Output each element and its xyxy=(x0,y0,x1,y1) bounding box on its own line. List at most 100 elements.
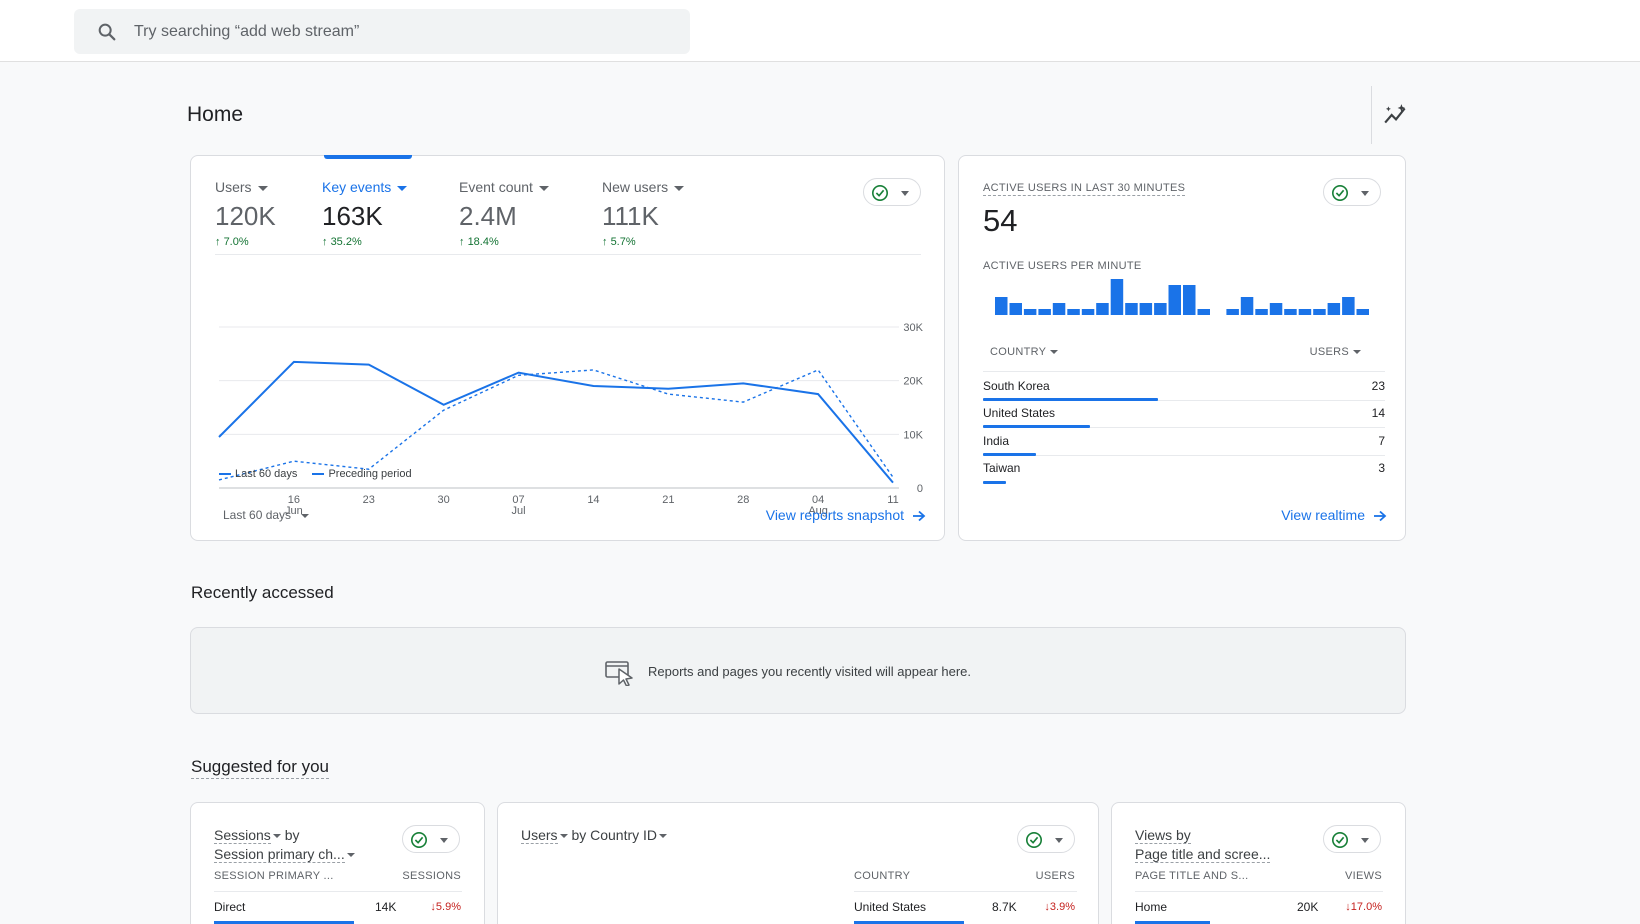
x-tick-label: 16 xyxy=(288,494,300,506)
page-title: Home xyxy=(187,103,244,126)
row-bar xyxy=(214,921,354,924)
date-range-select[interactable]: Last 60 days xyxy=(223,508,310,522)
arrow-up-icon: ↑ xyxy=(215,236,224,248)
legend-swatch-solid xyxy=(219,473,231,476)
minute-bar xyxy=(1342,297,1355,315)
series-line-current xyxy=(218,360,894,484)
minute-bar xyxy=(1139,303,1153,315)
minute-bar xyxy=(1154,303,1167,315)
x-tick-label: 21 xyxy=(662,494,674,506)
row-value: 14K xyxy=(375,900,397,914)
minute-bar xyxy=(1052,303,1066,315)
country-row[interactable]: South Korea 23 xyxy=(983,374,1385,401)
minute-bar xyxy=(1023,309,1037,315)
data-quality-button[interactable] xyxy=(863,178,921,206)
country-users: 7 xyxy=(1378,434,1385,448)
realtime-card: ACTIVE USERS IN LAST 30 MINUTES 54 ACTIV… xyxy=(958,155,1406,541)
chevron-down-icon xyxy=(1050,350,1059,355)
country-row[interactable]: India 7 xyxy=(983,429,1385,456)
arrow-down-icon: ↓ xyxy=(430,901,436,913)
search-bar[interactable] xyxy=(74,9,690,54)
country-users: 3 xyxy=(1378,461,1385,475)
minute-bar xyxy=(1269,303,1283,315)
insights-icon[interactable] xyxy=(1383,102,1409,128)
chevron-down-icon xyxy=(674,185,685,191)
chart-legend: Last 60 days Preceding period xyxy=(219,468,424,480)
chevron-down-icon xyxy=(901,191,909,196)
legend-current: Last 60 days xyxy=(235,468,298,480)
realtime-title[interactable]: ACTIVE USERS IN LAST 30 MINUTES xyxy=(983,182,1186,196)
row-bar xyxy=(854,921,964,924)
column-header: PAGE TITLE AND S... xyxy=(1135,870,1249,882)
country-column-header[interactable]: COUNTRY xyxy=(990,346,1059,358)
country-name: South Korea xyxy=(983,379,1050,393)
tab-change: 35.2% xyxy=(330,236,362,248)
empty-message: Reports and pages you recently visited w… xyxy=(648,664,972,679)
country-bar xyxy=(983,481,1006,484)
x-tick-label: 30 xyxy=(438,494,450,506)
tab-label: Event count xyxy=(459,179,533,195)
metric-selector[interactable]: Users xyxy=(521,827,558,844)
country-row[interactable]: Taiwan 3 xyxy=(983,456,1385,484)
tab-label: Key events xyxy=(322,179,392,195)
row-value: 8.7K xyxy=(992,900,1017,914)
per-minute-label: ACTIVE USERS PER MINUTE xyxy=(983,260,1142,272)
date-range-label: Last 60 days xyxy=(223,508,292,522)
metric-selector[interactable]: Sessions xyxy=(214,827,271,844)
dimension-selector[interactable]: Session primary ch... xyxy=(214,846,345,863)
row-name: Home xyxy=(1135,900,1168,914)
arrow-right-icon xyxy=(913,511,926,522)
divider xyxy=(214,891,462,892)
y-tick-label: 20K xyxy=(903,376,923,388)
row-change: 3.9% xyxy=(1049,901,1075,913)
tab-value: 120K xyxy=(215,201,276,231)
search-input[interactable] xyxy=(134,9,674,54)
minute-bar xyxy=(1067,309,1080,315)
row-name: United States xyxy=(854,900,927,914)
card-title-line1[interactable]: Views by xyxy=(1135,827,1191,844)
row-change: 5.9% xyxy=(435,901,461,913)
tab-label: Users xyxy=(215,179,252,195)
data-quality-button[interactable] xyxy=(1017,825,1075,853)
card-title-joiner: by xyxy=(280,827,300,843)
divider xyxy=(854,891,1077,892)
minute-bar xyxy=(1284,309,1297,315)
minute-bar xyxy=(1255,309,1268,315)
chevron-down-icon xyxy=(1361,191,1369,196)
country-bar xyxy=(983,398,1158,401)
view-reports-snapshot-link[interactable]: View reports snapshot xyxy=(766,507,926,523)
country-row[interactable]: United States 14 xyxy=(983,401,1385,428)
divider xyxy=(983,371,1385,372)
chevron-down-icon xyxy=(1361,838,1369,843)
country-users: 14 xyxy=(1371,406,1385,420)
divider xyxy=(1371,86,1372,144)
data-quality-button[interactable] xyxy=(1323,178,1381,206)
data-quality-button[interactable] xyxy=(1323,825,1381,853)
recently-accessed-empty: Reports and pages you recently visited w… xyxy=(190,627,1406,714)
row-change: 17.0% xyxy=(1350,901,1382,913)
dimension-selector[interactable]: Page title and scree... xyxy=(1135,846,1271,863)
view-realtime-link[interactable]: View realtime xyxy=(1281,507,1387,523)
arrow-down-icon: ↓ xyxy=(1044,901,1050,913)
suggested-card[interactable]: Views by Page title and scree... PAGE TI… xyxy=(1111,802,1406,924)
column-header: COUNTRY xyxy=(854,870,911,882)
minute-bar xyxy=(1356,309,1369,315)
suggested-card[interactable]: Users by Country ID COUNTRY USERS United… xyxy=(497,802,1099,924)
check-circle-icon xyxy=(410,831,428,849)
search-icon xyxy=(98,23,116,41)
row-name: Direct xyxy=(214,900,246,914)
suggested-card[interactable]: Sessions by Session primary ch... SESSIO… xyxy=(190,802,485,924)
minute-bar xyxy=(1327,303,1341,315)
minute-bar xyxy=(1096,303,1109,315)
arrow-down-icon: ↓ xyxy=(1345,901,1351,913)
minute-bar xyxy=(1197,309,1210,315)
chevron-down-icon xyxy=(397,185,408,191)
minute-bar xyxy=(1298,309,1312,315)
y-tick-label: 30K xyxy=(903,322,923,334)
users-column-header[interactable]: USERS xyxy=(1310,346,1361,358)
arrow-up-icon: ↑ xyxy=(459,236,468,248)
x-tick-label: 14 xyxy=(587,494,599,506)
data-quality-button[interactable] xyxy=(402,825,460,853)
chevron-down-icon xyxy=(1055,838,1063,843)
chevron-down-icon xyxy=(538,185,549,191)
